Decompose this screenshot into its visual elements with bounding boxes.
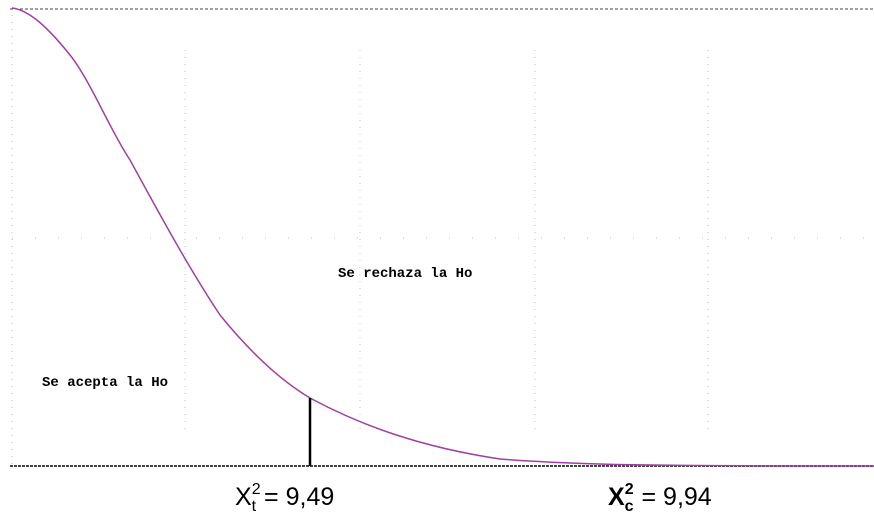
superscript: 2 <box>625 481 634 498</box>
table-value-label: X2 t = 9,49 <box>235 481 334 513</box>
equals-value: = 9,94 <box>642 483 712 511</box>
reject-label: Se rechaza la Ho <box>338 266 472 282</box>
density-curve <box>11 7 874 467</box>
symbol: X <box>608 483 625 511</box>
superscript: 2 <box>252 481 261 498</box>
symbol: X <box>235 483 252 511</box>
equals-value: = 9,49 <box>264 483 334 511</box>
accept-label: Se acepta la Ho <box>42 375 168 391</box>
grid <box>11 8 870 466</box>
calculated-value-label: X2 c = 9,94 <box>608 481 712 513</box>
subscript: t <box>252 498 257 513</box>
subscript: c <box>625 498 634 513</box>
